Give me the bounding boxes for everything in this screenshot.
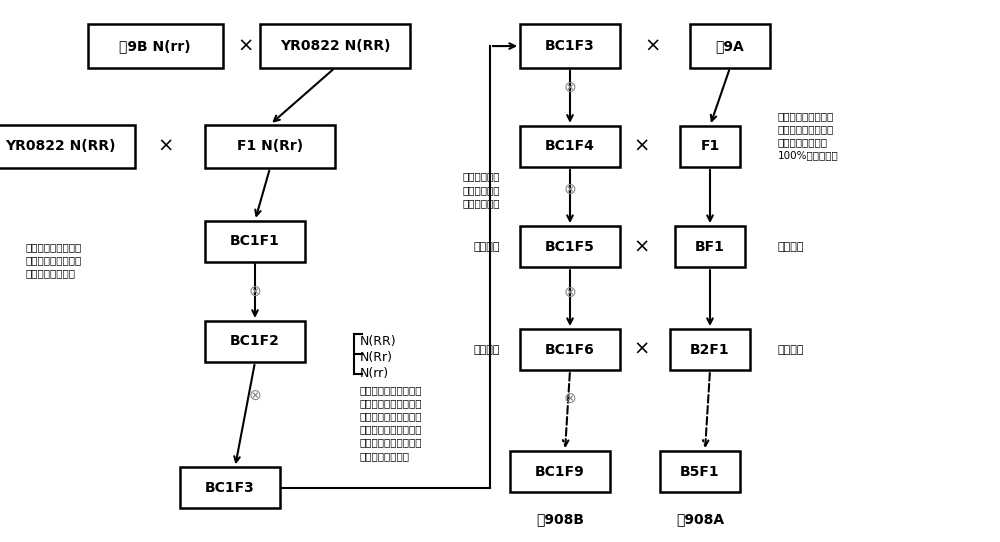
Text: ×: × — [238, 36, 254, 56]
Text: 方法同上: 方法同上 — [474, 345, 500, 354]
FancyBboxPatch shape — [675, 227, 745, 267]
Text: F1 N(Rr): F1 N(Rr) — [237, 139, 303, 153]
FancyBboxPatch shape — [205, 221, 305, 262]
Text: 荃908B: 荃908B — [536, 512, 584, 526]
Text: YR0822 N(RR): YR0822 N(RR) — [5, 139, 115, 153]
Text: 分子标记剔除含恢复基
因的单株得到不含恢复
基因的单株，进行全基
因组选择聚合双亲优良
性状且遗传背景与目标
亲本更近的单株。: 分子标记剔除含恢复基 因的单株得到不含恢复 基因的单株，进行全基 因组选择聚合双… — [360, 385, 422, 461]
Text: YR0822 N(RR): YR0822 N(RR) — [280, 39, 390, 53]
Text: 方法同上: 方法同上 — [778, 345, 804, 354]
Text: 方法同上: 方法同上 — [474, 242, 500, 251]
FancyBboxPatch shape — [260, 24, 410, 68]
Text: BC1F5: BC1F5 — [545, 240, 595, 254]
Text: ⊗: ⊗ — [249, 283, 261, 299]
Text: 筛选农艺性状
优良、柱头外
露率高的株系: 筛选农艺性状 优良、柱头外 露率高的株系 — [462, 171, 500, 208]
Text: BC1F4: BC1F4 — [545, 139, 595, 153]
Text: ⊗: ⊗ — [564, 80, 576, 95]
FancyBboxPatch shape — [680, 126, 740, 167]
Text: 筛选农艺性状优良、
全基因组序列与父本
更接近且花粉镜检
100%不育的单株: 筛选农艺性状优良、 全基因组序列与父本 更接近且花粉镜检 100%不育的单株 — [778, 111, 839, 160]
FancyBboxPatch shape — [520, 227, 620, 267]
Text: ×: × — [634, 137, 650, 156]
Text: ×: × — [645, 36, 661, 56]
Text: 中9A: 中9A — [716, 39, 744, 53]
FancyBboxPatch shape — [520, 329, 620, 370]
Text: B5F1: B5F1 — [680, 464, 720, 479]
FancyBboxPatch shape — [205, 321, 305, 362]
FancyBboxPatch shape — [690, 24, 770, 68]
Text: ⊗: ⊗ — [564, 391, 576, 406]
Text: BC1F3: BC1F3 — [205, 481, 255, 495]
Text: N(RR): N(RR) — [360, 335, 397, 348]
Text: ⊗: ⊗ — [249, 388, 261, 403]
Text: ⊗: ⊗ — [564, 285, 576, 300]
Text: 荃908A: 荃908A — [676, 512, 724, 526]
FancyBboxPatch shape — [0, 125, 135, 168]
Text: 方法同上: 方法同上 — [778, 242, 804, 251]
FancyBboxPatch shape — [670, 329, 750, 370]
Text: ×: × — [634, 237, 650, 256]
FancyBboxPatch shape — [520, 126, 620, 167]
Text: 中9B N(rr): 中9B N(rr) — [119, 39, 191, 53]
Text: N(rr): N(rr) — [360, 367, 389, 380]
Text: ×: × — [158, 137, 174, 156]
Text: BC1F1: BC1F1 — [230, 234, 280, 248]
FancyBboxPatch shape — [205, 125, 335, 168]
Text: 择优筛选含有双亲优
良性状且柱头外露率
高的单株进行混收: 择优筛选含有双亲优 良性状且柱头外露率 高的单株进行混收 — [25, 242, 81, 279]
Text: ⊗: ⊗ — [564, 182, 576, 197]
FancyBboxPatch shape — [660, 451, 740, 492]
FancyBboxPatch shape — [88, 24, 222, 68]
Text: F1: F1 — [700, 139, 720, 153]
FancyBboxPatch shape — [180, 467, 280, 508]
Text: ×: × — [634, 340, 650, 359]
Text: B2F1: B2F1 — [690, 343, 730, 357]
Text: BF1: BF1 — [695, 240, 725, 254]
Text: BC1F3: BC1F3 — [545, 39, 595, 53]
Text: N(Rr): N(Rr) — [360, 351, 393, 364]
Text: BC1F2: BC1F2 — [230, 334, 280, 349]
Text: BC1F9: BC1F9 — [535, 464, 585, 479]
Text: BC1F6: BC1F6 — [545, 343, 595, 357]
FancyBboxPatch shape — [510, 451, 610, 492]
FancyBboxPatch shape — [520, 24, 620, 68]
